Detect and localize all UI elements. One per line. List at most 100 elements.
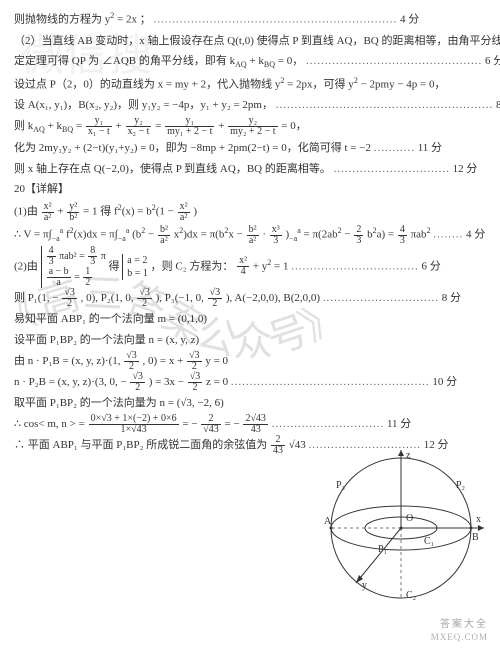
den: 3 — [398, 236, 407, 246]
score: 4 分 — [400, 14, 419, 26]
num: 4 — [398, 225, 407, 236]
frac: y₂my₂ + 2 − t — [228, 116, 277, 137]
text: 得 f — [100, 206, 117, 218]
text: − 2pmy − 4p = 0， — [358, 78, 446, 90]
text: ∴ V = π — [14, 229, 49, 241]
line-vieta: 设 A(x₁, y₁)，B(x₂, y₂)，则 y₁y₂ = −4p，y₁ + … — [14, 95, 486, 116]
text: 设平面 P₁BP₂ 的一个法向量 n = (x, y, z) — [14, 334, 199, 346]
q20-part1-line1: (1)由 x²a² + y²b² = 1 得 f2(x) = b2(1 − x²… — [14, 200, 486, 223]
den: a² — [42, 213, 54, 223]
frac: b²a² — [247, 225, 259, 246]
leader-dots: ........... — [374, 142, 415, 154]
frac: 43 — [398, 225, 407, 246]
text: 则抛物线的方程为 y — [14, 14, 110, 26]
text: ) — [193, 206, 197, 218]
q20-header: 20【详解】 — [14, 179, 486, 200]
line-substitution: 设过点 P（2，0）的动直线为 x = my + 2，代入抛物线 y2 = 2p… — [14, 73, 486, 96]
num: 0×√3 + 1×(−2) + 0×6 — [89, 414, 179, 425]
den: 43 — [271, 446, 285, 456]
leader-dots: ........................................… — [306, 55, 482, 67]
text: ∴ cos< m, n > = — [14, 418, 88, 430]
text: ) = 3x − — [149, 376, 187, 388]
frac: a − ba — [47, 267, 71, 288]
leader-dots: ........................................… — [153, 14, 397, 26]
text: (2)由 — [14, 261, 38, 273]
q20-cosine: ∴ cos< m, n > = 0×√3 + 1×(−2) + 0×61×√43… — [14, 414, 486, 435]
den: a² — [158, 236, 170, 246]
row: b = 1 — [127, 267, 148, 280]
label-x: x — [476, 514, 481, 525]
text: 得 — [109, 261, 120, 273]
q20-normal-n-setup: 设平面 P₁BP₂ 的一个法向量 n = (x, y, z) — [14, 330, 486, 351]
text: , 0) = x + — [142, 355, 186, 367]
pt-B — [470, 527, 473, 530]
den: 2 — [83, 278, 92, 288]
den: x₂ − t — [126, 127, 152, 137]
sub-bq: BQ — [264, 61, 275, 70]
text: x − — [228, 229, 245, 241]
text: = 2x ； — [114, 14, 150, 26]
score: 8 分 — [496, 99, 500, 111]
text: 则 x 轴上存在点 Q(−2,0)，使得点 P 到直线 AQ，BQ 的距离相等。 — [14, 163, 331, 175]
int-lo: −a — [289, 234, 297, 243]
den: 2 — [208, 299, 223, 309]
z-arrow — [398, 450, 404, 456]
den: a² — [247, 236, 259, 246]
pt-O — [400, 527, 403, 530]
text: , 0), P₂(1, 0, — [81, 292, 137, 304]
sphere-diagram: O x y z A B P₃ P₂ P₁ C₁ C₂ — [316, 448, 486, 608]
frac: y²b² — [67, 202, 79, 223]
text: = 2px，可得 y — [284, 78, 353, 90]
text: z = 0 — [206, 376, 228, 388]
text: = − — [182, 418, 197, 430]
text: (x) = b — [122, 206, 152, 218]
text: ，则 C₂ 方程为： — [151, 261, 234, 273]
frac: y₂x₂ − t — [126, 116, 152, 137]
text: · — [262, 229, 266, 241]
label-y: y — [362, 580, 367, 591]
text: 化为 2my₁y₂ + (2−t)(y₁+y₂) = 0，即为 −8mp + 2… — [14, 142, 371, 154]
num: 2√43 — [243, 414, 268, 425]
score: 11 分 — [418, 142, 442, 154]
score: 10 分 — [432, 376, 457, 388]
frac: √32 — [124, 351, 139, 372]
frac: x²a² — [178, 202, 190, 223]
sub-aq: AQ — [33, 125, 45, 134]
q20-dot2: n · P₂B = (x, y, z)·(3, 0, − √32 ) = 3x … — [14, 372, 486, 393]
text: = 0， — [281, 120, 306, 132]
text: 设过点 P（2，0）的动直线为 x = my + 2，代入抛物线 y — [14, 78, 280, 90]
text: = − — [225, 418, 240, 430]
frac: √32 — [187, 351, 202, 372]
leader-dots: ............................... — [334, 163, 450, 175]
line-bisector: 定定理可得 QP 为 ∠AQB 的角平分线，即有 kAQ + kBQ = 0， … — [14, 51, 486, 72]
num: 2 — [271, 435, 285, 446]
score: 6 分 — [422, 261, 441, 273]
den: 2 — [62, 299, 77, 309]
text: 则 k — [14, 120, 33, 132]
line-parabola-eq: 则抛物线的方程为 y2 = 2x ； .....................… — [14, 8, 486, 31]
text: ∴ 平面 ABP₁ 与平面 P₁BP₂ 所成锐二面角的余弦值为 — [14, 439, 270, 451]
label-P3: P₃ — [336, 480, 345, 491]
text: n · P₂B = (x, y, z)·(3, 0, − — [14, 376, 127, 388]
int-lo: −a — [52, 234, 60, 243]
text: + k — [45, 120, 62, 132]
text: = — [73, 120, 85, 132]
label-B: B — [472, 532, 479, 543]
leader-dots: .................................. — [291, 261, 419, 273]
text: + y — [253, 261, 267, 273]
den: my₁ + 2 − t — [165, 127, 214, 137]
num: b² — [158, 225, 170, 236]
leader-dots: ............................... — [323, 292, 439, 304]
frac: √32 — [137, 288, 152, 309]
text: = π(2ab — [304, 229, 338, 241]
score: 6 分 — [485, 55, 500, 67]
footer-site: MXEQ.COM — [431, 632, 488, 642]
den: a² — [178, 213, 190, 223]
x-arrow — [478, 525, 484, 531]
den: 2 — [188, 383, 203, 393]
text: 由 n · P₁B = (x, y, z)·(1, — [14, 355, 123, 367]
label-C2: C₂ — [406, 590, 416, 601]
score: 11 分 — [387, 418, 411, 430]
label-z: z — [406, 450, 411, 461]
text: 则 P₁(1, − — [14, 292, 59, 304]
